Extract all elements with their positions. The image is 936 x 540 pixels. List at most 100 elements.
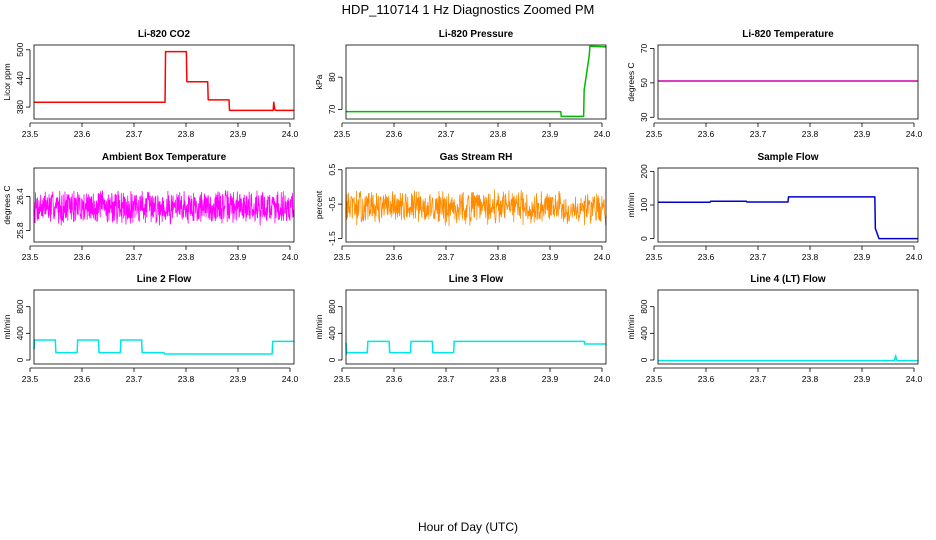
x-tick-label: 23.5 <box>22 129 39 139</box>
x-tick-label: 23.7 <box>126 129 143 139</box>
panel-title: Ambient Box Temperature <box>102 152 227 163</box>
panel-title: Line 4 (LT) Flow <box>750 274 826 285</box>
y-tick-label: 25.8 <box>15 222 25 239</box>
y-tick-label: -0.5 <box>327 197 337 212</box>
y-tick-label: 800 <box>15 299 25 313</box>
x-tick-label: 24.0 <box>906 129 923 139</box>
y-tick-label: 26.4 <box>15 188 25 205</box>
x-tick-label: 23.9 <box>854 374 871 384</box>
x-tick-label: 23.6 <box>386 129 403 139</box>
x-tick-label: 23.9 <box>854 252 871 262</box>
x-tick-label: 24.0 <box>594 129 611 139</box>
plot-frame <box>657 167 919 243</box>
x-tick-label: 24.0 <box>594 252 611 262</box>
y-tick-label: 800 <box>327 299 337 313</box>
plot-frame <box>345 289 607 365</box>
y-tick-label: 0 <box>639 236 649 241</box>
panel-8: Line 3 Flow ml/min 23.5 23.6 23.7 23.8 23.9 24.… <box>314 274 611 384</box>
plot-frame <box>345 167 607 243</box>
x-tick-label: 23.5 <box>334 252 351 262</box>
panel-2: Li-820 Pressure kPa 23.5 23.6 23.7 23.8 23.9 24… <box>314 29 611 139</box>
panel-3: Li-820 Temperature degrees C 23.5 23.6 23.7 2… <box>626 29 923 139</box>
x-tick-label: 23.5 <box>646 374 663 384</box>
x-tick-label: 23.5 <box>334 374 351 384</box>
y-tick-label: 400 <box>15 326 25 340</box>
x-tick-label: 23.7 <box>438 252 455 262</box>
x-tick-label: 23.6 <box>698 374 715 384</box>
x-tick-label: 23.7 <box>438 129 455 139</box>
plot-frame <box>657 44 919 120</box>
panel-title: Line 3 Flow <box>449 274 504 285</box>
y-tick-label: 800 <box>639 299 649 313</box>
x-tick-label: 23.7 <box>750 129 767 139</box>
series-line <box>658 196 918 240</box>
y-tick-label: 440 <box>15 71 25 85</box>
figure-xlabel: Hour of Day (UTC) <box>418 520 518 534</box>
x-tick-label: 24.0 <box>282 374 299 384</box>
x-tick-label: 23.8 <box>490 252 507 262</box>
plot-frame <box>345 44 607 120</box>
x-tick-label: 23.6 <box>698 252 715 262</box>
x-tick-label: 23.6 <box>74 374 91 384</box>
panel-ylabel: ml/min <box>626 314 636 339</box>
y-tick-label: 500 <box>15 42 25 56</box>
x-tick-label: 23.7 <box>126 374 143 384</box>
panel-9: Line 4 (LT) Flow ml/min 23.5 23.6 23.7 23.8 23… <box>626 274 923 384</box>
panel-ylabel: degrees C <box>2 185 12 224</box>
y-tick-label: 0 <box>639 357 649 362</box>
panel-title: Li-820 Pressure <box>439 29 514 40</box>
panel-title: Sample Flow <box>757 152 818 163</box>
x-tick-label: 23.6 <box>74 129 91 139</box>
series-line <box>345 340 606 355</box>
x-tick-label: 23.7 <box>750 252 767 262</box>
y-tick-label: 100 <box>639 198 649 212</box>
x-tick-label: 23.8 <box>490 374 507 384</box>
y-tick-label: 400 <box>639 326 649 340</box>
x-tick-label: 23.6 <box>74 252 91 262</box>
panel-ylabel: kPa <box>314 74 324 89</box>
panel-ylabel: Licor ppm <box>2 63 12 100</box>
y-tick-label: 30 <box>639 112 649 122</box>
panel-7: Line 2 Flow ml/min 23.5 23.6 23.7 23.8 23.9 24.… <box>2 274 299 384</box>
series-line <box>658 354 918 362</box>
x-tick-label: 23.6 <box>386 252 403 262</box>
x-tick-label: 23.5 <box>646 252 663 262</box>
panel-title: Li-820 Temperature <box>742 29 834 40</box>
x-tick-label: 23.8 <box>178 129 195 139</box>
y-tick-label: 200 <box>639 164 649 178</box>
y-tick-label: -1.5 <box>327 231 337 246</box>
panel-ylabel: ml/min <box>2 314 12 339</box>
x-tick-label: 23.9 <box>230 374 247 384</box>
panel-5: Gas Stream RH percent 23.5 23.6 23.7 23.8 23.9… <box>314 152 611 262</box>
x-tick-label: 23.7 <box>438 374 455 384</box>
x-tick-label: 23.5 <box>22 252 39 262</box>
x-tick-label: 23.9 <box>542 252 559 262</box>
series-line <box>34 50 294 112</box>
panel-title: Gas Stream RH <box>440 152 513 163</box>
panel-4: Ambient Box Temperature degrees C 23.5 23.6… <box>2 152 299 262</box>
panel-1: Li-820 CO2 Licor ppm 23.5 23.6 23.7 23.8 23.9 2… <box>2 29 299 139</box>
panel-grid: Li-820 CO2 Licor ppm 23.5 23.6 23.7 23.8 23.9 2… <box>2 29 923 384</box>
series-line <box>346 45 607 118</box>
y-tick-label: 80 <box>327 72 337 82</box>
plot-frame <box>33 44 295 120</box>
figure-title: HDP_110714 1 Hz Diagnostics Zoomed PM <box>342 2 595 17</box>
series-line <box>33 339 294 355</box>
y-tick-label: 70 <box>639 43 649 53</box>
plot-frame <box>33 167 295 243</box>
x-tick-label: 24.0 <box>906 374 923 384</box>
series-line <box>33 190 295 226</box>
y-tick-label: 0.5 <box>327 164 337 176</box>
panel-ylabel: percent <box>314 190 324 219</box>
x-tick-label: 23.7 <box>126 252 143 262</box>
x-tick-label: 23.8 <box>802 129 819 139</box>
x-tick-label: 23.8 <box>802 374 819 384</box>
x-tick-label: 23.9 <box>542 129 559 139</box>
y-tick-label: 70 <box>327 104 337 114</box>
y-tick-label: 0 <box>15 357 25 362</box>
plot-frame <box>657 289 919 365</box>
x-tick-label: 23.8 <box>490 129 507 139</box>
x-tick-label: 23.6 <box>386 374 403 384</box>
series-line <box>345 189 607 227</box>
